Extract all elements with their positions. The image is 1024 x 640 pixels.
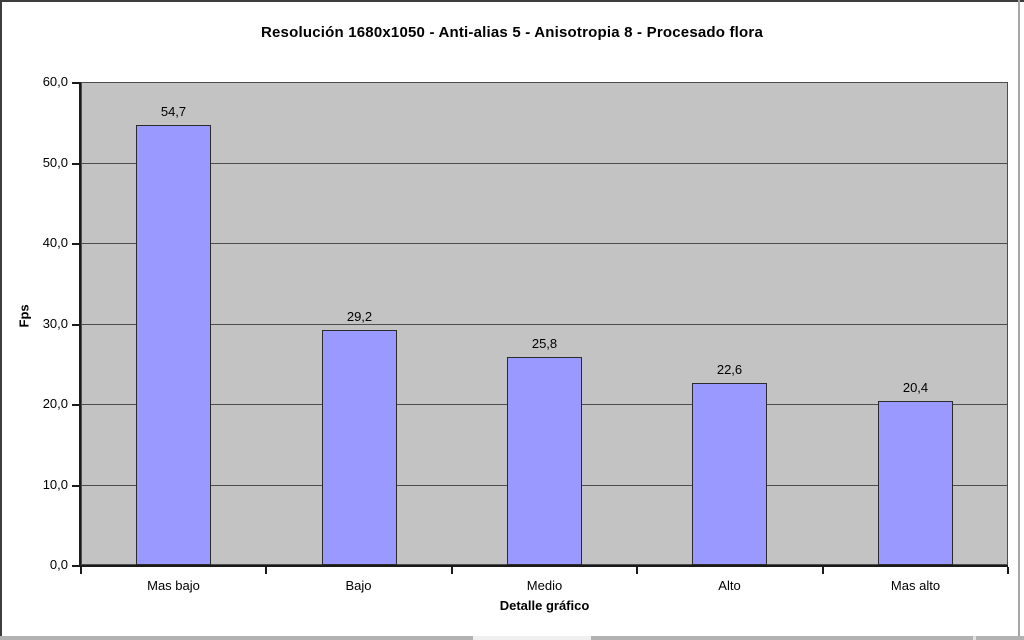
page-border-left <box>0 0 2 640</box>
y-tick-label: 60,0 <box>42 74 68 89</box>
category-label: Mas bajo <box>147 578 200 593</box>
x-axis-tick <box>636 567 638 574</box>
category-label: Bajo <box>345 578 372 593</box>
gridline <box>82 324 1007 325</box>
y-tick-label: 10,0 <box>42 477 68 492</box>
x-axis-line <box>79 565 1008 567</box>
x-axis-tick <box>1007 567 1009 574</box>
category-label: Medio <box>526 578 563 593</box>
bottom-edge-strip-light-segment <box>473 636 591 640</box>
page-border-right <box>1018 0 1020 640</box>
y-tick-label: 30,0 <box>42 316 68 331</box>
bottom-edge-strip-notch <box>973 636 976 640</box>
y-axis-tick <box>72 82 79 84</box>
bar-alto <box>692 383 767 565</box>
x-axis-tick <box>451 567 453 574</box>
y-tick-label: 0,0 <box>49 557 68 572</box>
x-axis-tick <box>80 567 82 574</box>
bar-value-label: 20,4 <box>902 380 929 395</box>
y-axis-line <box>79 82 81 567</box>
x-axis-tick <box>265 567 267 574</box>
bar-value-label: 54,7 <box>160 104 187 119</box>
gridline <box>82 243 1007 244</box>
y-axis-tick <box>72 243 79 245</box>
y-tick-label: 40,0 <box>42 235 68 250</box>
y-axis-tick <box>72 565 79 567</box>
y-tick-label: 50,0 <box>42 155 68 170</box>
y-axis-title: Fps <box>16 304 32 328</box>
bar-mas-alto <box>878 401 953 565</box>
bar-mas-bajo <box>136 125 211 565</box>
category-label: Mas alto <box>890 578 941 593</box>
gridline <box>82 163 1007 164</box>
y-tick-label: 20,0 <box>42 396 68 411</box>
bar-bajo <box>322 330 397 565</box>
chart-title: Resolución 1680x1050 - Anti-alias 5 - An… <box>260 24 763 41</box>
bar-value-label: 22,6 <box>716 362 743 377</box>
bar-value-label: 29,2 <box>346 309 373 324</box>
x-axis-title: Detalle gráfico <box>499 598 590 613</box>
y-axis-tick <box>72 404 79 406</box>
x-axis-tick <box>822 567 824 574</box>
category-label: Alto <box>718 578 741 593</box>
page-border-top <box>0 0 1024 2</box>
y-axis-tick <box>72 163 79 165</box>
y-axis-tick <box>72 324 79 326</box>
bar-medio <box>507 357 582 565</box>
y-axis-tick <box>72 485 79 487</box>
bar-value-label: 25,8 <box>531 336 558 351</box>
